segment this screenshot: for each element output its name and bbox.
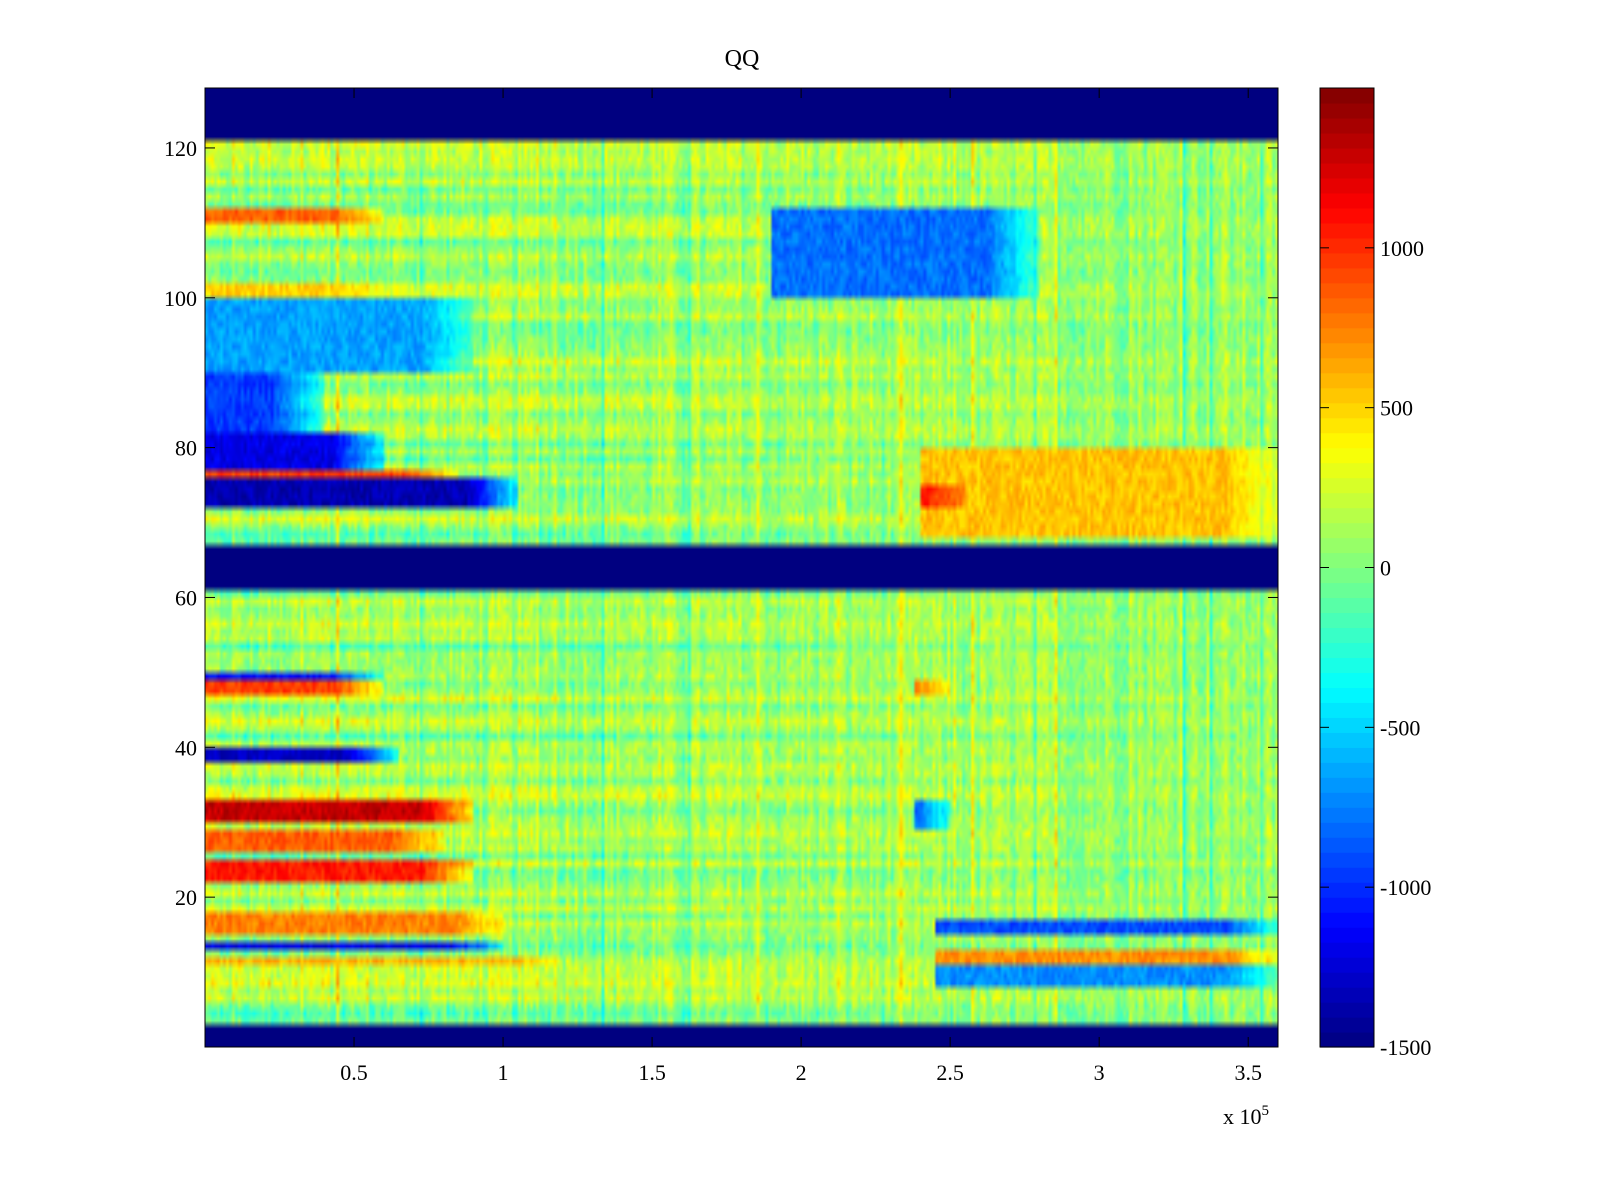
x-tick-label: 0.5	[340, 1060, 368, 1085]
colorbar-tick-label: -1500	[1380, 1035, 1431, 1060]
x-tick-label: 2.5	[936, 1060, 964, 1085]
colorbar-step	[1320, 522, 1374, 539]
colorbar-step	[1320, 462, 1374, 479]
colorbar-step	[1320, 327, 1374, 344]
y-axis: 20 40 60 80 100 120	[164, 136, 1278, 910]
colorbar-step	[1320, 552, 1374, 569]
colorbar-step	[1320, 672, 1374, 688]
colorbar-step	[1320, 132, 1374, 149]
colorbar-step	[1320, 447, 1374, 464]
colorbar-step	[1320, 312, 1374, 329]
colorbar-tick-label: -1000	[1380, 875, 1431, 900]
heatmap-image	[205, 88, 1278, 1047]
colorbar-step	[1320, 882, 1374, 898]
colorbar-step	[1320, 492, 1374, 509]
colorbar-step	[1320, 837, 1374, 853]
colorbar-step	[1320, 732, 1374, 748]
x-multiplier-label: x 105	[1223, 1103, 1269, 1129]
colorbar-step	[1320, 177, 1374, 194]
colorbar-step	[1320, 1017, 1374, 1033]
colorbar-tick-label: 1000	[1380, 236, 1424, 261]
colorbar-step	[1320, 222, 1374, 239]
colorbar-step	[1320, 642, 1374, 659]
colorbar-step	[1320, 357, 1374, 374]
colorbar-step	[1320, 612, 1374, 629]
colorbar-step	[1320, 867, 1374, 883]
colorbar-step	[1320, 297, 1374, 314]
colorbar-step	[1320, 822, 1374, 838]
colorbar-step	[1320, 957, 1374, 973]
colorbar-step	[1320, 597, 1374, 614]
colorbar-step	[1320, 807, 1374, 823]
colorbar-step	[1320, 372, 1374, 389]
y-tick-label: 120	[164, 136, 197, 161]
colorbar-step	[1320, 942, 1374, 958]
colorbar-step	[1320, 252, 1374, 269]
y-tick-label: 20	[175, 885, 197, 910]
x-tick-label: 3.5	[1234, 1060, 1262, 1085]
plot-frame	[204, 87, 1279, 1048]
colorbar-step	[1320, 987, 1374, 1003]
colorbar-step	[1320, 282, 1374, 299]
colorbar-step	[1320, 762, 1374, 778]
x-axis: 0.5 1 1.5 2 2.5 3 3.5	[340, 88, 1262, 1085]
colorbar-tick-label: -500	[1380, 715, 1420, 740]
colorbar-step	[1320, 972, 1374, 988]
colorbar-step	[1320, 717, 1374, 733]
colorbar-step	[1320, 507, 1374, 524]
colorbar-step	[1320, 627, 1374, 644]
colorbar-step	[1320, 657, 1374, 673]
x-tick-label: 3	[1094, 1060, 1105, 1085]
y-tick-label: 80	[175, 436, 197, 461]
colorbar-step	[1320, 747, 1374, 763]
colorbar-step	[1320, 927, 1374, 943]
colorbar-step	[1320, 582, 1374, 599]
colorbar-step	[1320, 402, 1374, 419]
colorbar-step	[1320, 432, 1374, 449]
y-tick-label: 60	[175, 585, 197, 610]
colorbar-step	[1320, 687, 1374, 703]
heatmap-plot	[205, 88, 1278, 1047]
colorbar-step	[1320, 1032, 1374, 1048]
colorbar-step	[1320, 192, 1374, 209]
colorbar-step	[1320, 342, 1374, 359]
colorbar-step	[1320, 537, 1374, 554]
x-tick-label: 2	[796, 1060, 807, 1085]
colorbar-step	[1320, 792, 1374, 808]
colorbar-step	[1320, 237, 1374, 254]
colorbar-tick-label: 500	[1380, 396, 1413, 421]
colorbar-step	[1320, 477, 1374, 494]
colorbar-step	[1320, 117, 1374, 134]
colorbar-step	[1320, 702, 1374, 718]
colorbar-step	[1320, 387, 1374, 404]
colorbar-step	[1320, 417, 1374, 434]
y-tick-label: 40	[175, 735, 197, 760]
colorbar-step	[1320, 567, 1374, 584]
colorbar-step	[1320, 912, 1374, 928]
colorbar-axis: -1500 -1000 -500 0 500 1000	[1320, 236, 1431, 1060]
colorbar-step	[1320, 207, 1374, 224]
colorbar-tick-label: 0	[1380, 556, 1391, 581]
colorbar-step	[1320, 267, 1374, 284]
colorbar-step	[1320, 88, 1374, 104]
colorbar-step	[1320, 1002, 1374, 1018]
colorbar	[1320, 88, 1374, 1048]
x-tick-label: 1	[498, 1060, 509, 1085]
colorbar-step	[1320, 147, 1374, 164]
chart-title: QQ	[725, 46, 760, 72]
colorbar-step	[1320, 852, 1374, 868]
colorbar-step	[1320, 102, 1374, 119]
colorbar-step	[1320, 777, 1374, 793]
x-tick-label: 1.5	[638, 1060, 666, 1085]
colorbar-step	[1320, 897, 1374, 913]
colorbar-step	[1320, 162, 1374, 179]
y-tick-label: 100	[164, 286, 197, 311]
